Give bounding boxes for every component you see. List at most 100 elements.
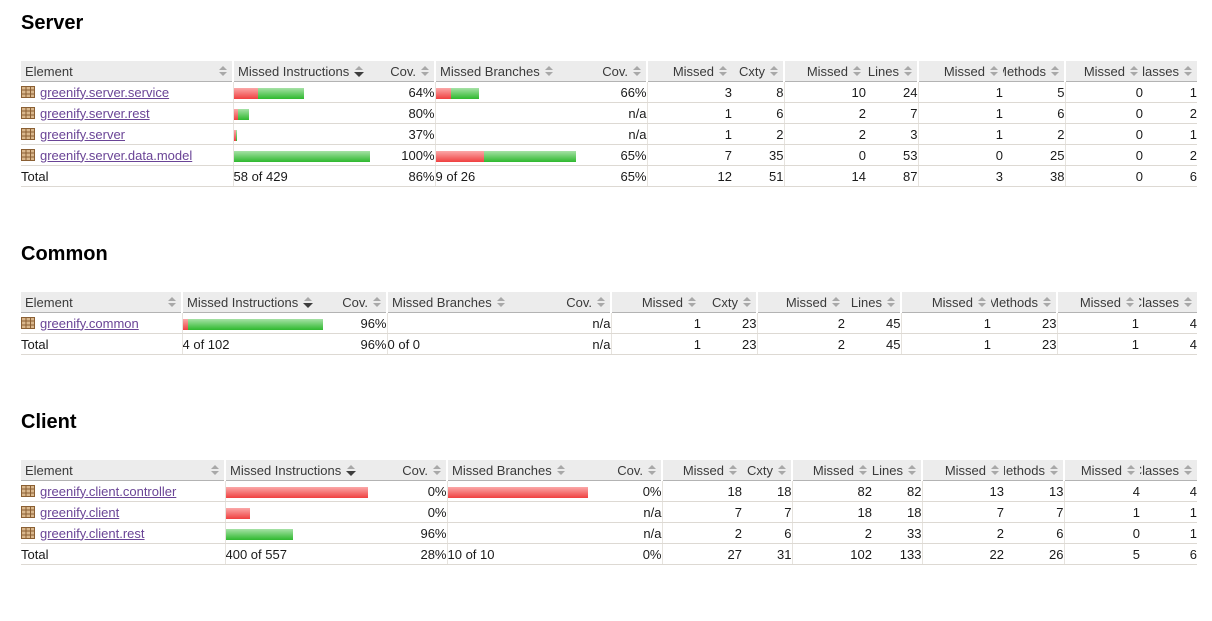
sort-both-arrows-icon (1050, 465, 1058, 475)
column-header-content: Missed Branches (437, 61, 590, 81)
column-header-7-missed[interactable]: Missed (756, 292, 845, 313)
column-header-11-missed[interactable]: Missed (1064, 61, 1143, 82)
counter-cell: 7 (742, 501, 792, 523)
coverage-table-common: Element Missed Instructions Cov. Missed Bra… (21, 292, 1197, 355)
total-row: Total 400 of 557 28% 10 of 10 0% 27 31 102 133 22… (21, 543, 1197, 565)
column-header-label: Missed Branches (452, 462, 552, 478)
column-header-5-missed[interactable]: Missed (610, 292, 701, 313)
column-header-content: Cxty (742, 460, 791, 480)
missed-instructions-bar-cell (232, 144, 378, 166)
counter-cell: 1 (917, 123, 1003, 145)
column-header-content: Lines (872, 460, 921, 480)
sort-down-triangle (719, 72, 727, 76)
column-header-label: Missed Branches (392, 294, 492, 310)
column-header-12-classes[interactable]: Classes (1139, 292, 1197, 313)
table-row: greenify.server.service 64% 66% 3 8 10 24 1 5 0 1 (21, 81, 1197, 103)
column-header-8-lines[interactable]: Lines (845, 292, 901, 313)
column-header-content: Missed (664, 460, 742, 480)
column-header-0-element[interactable]: Element (21, 61, 233, 82)
sort-both-arrows-icon (832, 297, 840, 307)
column-header-6-cxty[interactable]: Cxty (742, 460, 792, 481)
column-header-11-missed[interactable]: Missed (1056, 292, 1139, 313)
column-header-7-missed[interactable]: Missed (783, 61, 866, 82)
package-link[interactable]: greenify.server.service (21, 85, 169, 100)
package-link[interactable]: greenify.client.controller (21, 484, 176, 499)
sort-down-triangle (303, 302, 314, 308)
package-icon (21, 85, 35, 99)
column-header-9-missed[interactable]: Missed (917, 61, 1003, 82)
column-header-content: Missed (1066, 460, 1140, 480)
total-counter-cell: 14 (783, 165, 866, 187)
package-link[interactable]: greenify.client (21, 505, 119, 520)
column-header-3-missed-branches[interactable]: Missed Branches (434, 61, 590, 82)
column-header-11-missed[interactable]: Missed (1063, 460, 1140, 481)
column-header-7-missed[interactable]: Missed (791, 460, 872, 481)
total-branches-coverage-cell: 65% (590, 165, 647, 187)
sort-down-triangle (853, 72, 861, 76)
column-header-0-element[interactable]: Element (21, 460, 225, 481)
column-header-1-missed-instructions[interactable]: Missed Instructions (224, 460, 377, 481)
package-link[interactable]: greenify.server.rest (21, 106, 150, 121)
column-header-9-missed[interactable]: Missed (921, 460, 1004, 481)
sort-up-triangle (1126, 297, 1134, 301)
counter-cell: 2 (1143, 144, 1197, 166)
column-header-4-cov[interactable]: Cov. (554, 292, 611, 313)
column-header-10-methods[interactable]: Methods (1004, 460, 1064, 481)
counter-cell: 25 (1003, 144, 1065, 166)
package-link[interactable]: greenify.common (21, 316, 139, 331)
column-header-4-cov[interactable]: Cov. (590, 61, 647, 82)
column-header-0-element[interactable]: Element (21, 292, 182, 313)
column-header-content: Missed (920, 61, 1003, 81)
column-header-12-classes[interactable]: Classes (1140, 460, 1197, 481)
column-header-2-cov[interactable]: Cov. (332, 292, 387, 313)
column-header-8-lines[interactable]: Lines (866, 61, 918, 82)
sort-up-triangle (770, 66, 778, 70)
counter-cell: 6 (1004, 522, 1064, 544)
column-header-5-missed[interactable]: Missed (661, 460, 742, 481)
counter-cell: 13 (921, 480, 1004, 502)
column-header-6-cxty[interactable]: Cxty (701, 292, 757, 313)
table-row: greenify.client.controller 0% 0% 18 18 82 82 13… (21, 480, 1197, 502)
column-header-label: Missed Branches (440, 63, 540, 79)
package-link-label: greenify.client.rest (40, 525, 145, 541)
column-header-label: Classes (1140, 462, 1179, 478)
sort-both-arrows-icon (1184, 66, 1192, 76)
package-link[interactable]: greenify.server (21, 127, 125, 142)
column-header-2-cov[interactable]: Cov. (377, 460, 447, 481)
column-header-6-cxty[interactable]: Cxty (732, 61, 784, 82)
column-header-8-lines[interactable]: Lines (872, 460, 922, 481)
sort-desc-arrow-icon (303, 296, 314, 308)
instructions-missed-bar-segment (226, 486, 368, 498)
column-header-10-methods[interactable]: Methods (991, 292, 1057, 313)
coverage-table-server: Element Missed Instructions Cov. Missed Bra… (21, 61, 1197, 187)
column-header-3-missed-branches[interactable]: Missed Branches (446, 460, 605, 481)
sort-down-triangle (1050, 471, 1058, 475)
column-header-label: Cov. (390, 63, 416, 79)
instructions-covered-bar-segment (187, 318, 323, 330)
sort-down-triangle (887, 303, 895, 307)
sort-both-arrows-icon (688, 297, 696, 307)
counter-cell: 18 (661, 480, 742, 502)
column-header-9-missed[interactable]: Missed (900, 292, 991, 313)
package-link[interactable]: greenify.server.data.model (21, 148, 192, 163)
column-header-3-missed-branches[interactable]: Missed Branches (386, 292, 554, 313)
column-header-4-cov[interactable]: Cov. (605, 460, 662, 481)
column-header-1-missed-instructions[interactable]: Missed Instructions (232, 61, 378, 82)
counter-cell: 0 (1063, 522, 1140, 544)
column-header-content: Methods (991, 292, 1056, 312)
column-header-2-cov[interactable]: Cov. (378, 61, 435, 82)
column-header-5-missed[interactable]: Missed (646, 61, 732, 82)
column-header-10-methods[interactable]: Methods (1003, 61, 1065, 82)
column-header-label: Element (25, 63, 73, 79)
total-branches-cell: 10 of 10 (446, 543, 605, 565)
total-counter-cell: 1 (1056, 333, 1139, 355)
column-header-1-missed-instructions[interactable]: Missed Instructions (181, 292, 332, 313)
sort-up-triangle (633, 66, 641, 70)
sort-down-triangle (1130, 72, 1138, 76)
column-header-12-classes[interactable]: Classes (1143, 61, 1197, 82)
sort-up-triangle (433, 465, 441, 469)
column-header-label: Cxty (747, 462, 773, 478)
sort-up-triangle (1184, 465, 1192, 469)
package-link[interactable]: greenify.client.rest (21, 526, 145, 541)
sort-up-triangle (211, 465, 219, 469)
